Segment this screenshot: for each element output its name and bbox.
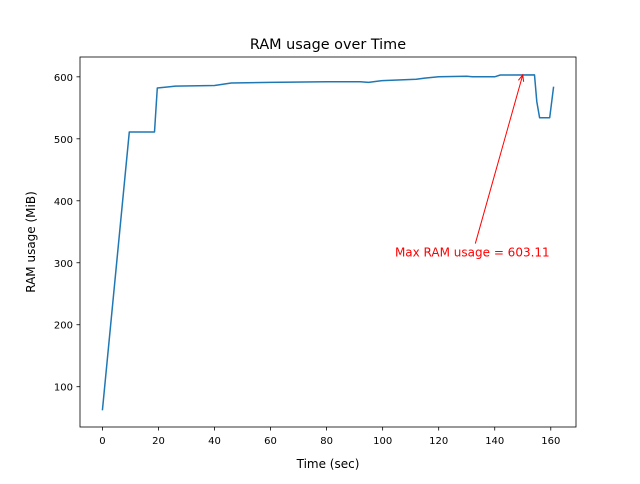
x-tick-label: 140 <box>485 436 504 447</box>
y-axis-label: RAM usage (MiB) <box>24 191 38 293</box>
plot-frame <box>79 56 577 428</box>
x-axis-label: Time (sec) <box>296 457 360 471</box>
x-tick-label: 60 <box>264 436 277 447</box>
x-tick-label: 20 <box>152 436 165 447</box>
annotation-max-ram: Max RAM usage = 603.11 <box>395 246 550 260</box>
chart-title: RAM usage over Time <box>250 37 406 53</box>
x-tick-label: 120 <box>429 436 448 447</box>
x-tick-label: 0 <box>99 436 105 447</box>
x-tick-label: 160 <box>541 436 560 447</box>
y-tick-label: 200 <box>54 321 73 332</box>
annotation-arrow-line <box>474 74 524 244</box>
x-tick-label: 100 <box>373 436 392 447</box>
annotation-arrow-head <box>517 73 525 82</box>
y-tick-label: 600 <box>54 73 73 84</box>
ram-usage-line <box>101 74 555 411</box>
x-tick-label: 80 <box>320 436 333 447</box>
y-tick-label: 400 <box>54 197 73 208</box>
y-tick-label: 300 <box>54 259 73 270</box>
x-tick-label: 40 <box>208 436 221 447</box>
y-tick-label: 100 <box>54 383 73 394</box>
y-tick-label: 500 <box>54 135 73 146</box>
